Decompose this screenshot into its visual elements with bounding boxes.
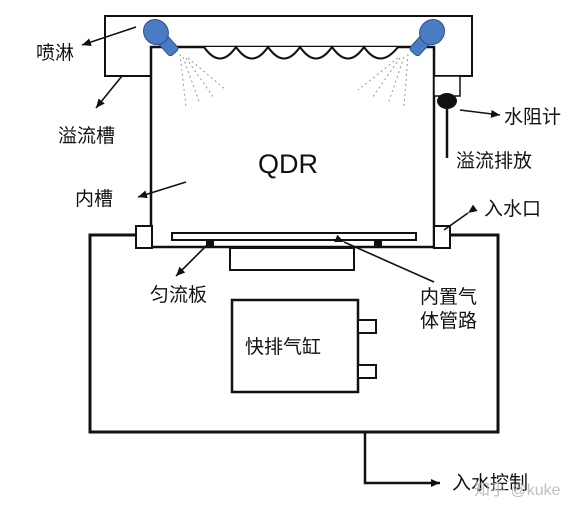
cylinder-port-bottom (357, 364, 377, 379)
inner-tank-body (149, 45, 436, 249)
fast-drain-cylinder-box (230, 298, 360, 394)
label-inlet-control: 入水控制 (452, 472, 529, 494)
spray-lines-right (357, 53, 409, 108)
flow-plate-foot-left (206, 240, 214, 247)
spray-lines-left (179, 53, 227, 108)
flow-plate-foot-right (374, 240, 382, 247)
label-fast-drain-cylinder: 快排气缸 (245, 336, 322, 358)
label-overflow-drain: 溢流排放 (456, 150, 533, 172)
spray-nozzle-left-icon (143, 19, 179, 57)
callout-arrows (81, 26, 501, 283)
label-spray: 喷淋 (36, 42, 75, 64)
left-bracket (135, 225, 153, 249)
label-gas-pipe: 内置气 体管路 (420, 286, 478, 332)
label-water-inlet: 入水口 (484, 198, 542, 220)
watermark: 知乎 @kuke (474, 482, 561, 499)
under-tank-box (229, 247, 355, 271)
meter-knob (437, 93, 457, 109)
right-bracket (433, 225, 451, 249)
label-overflow-trough: 溢流槽 (58, 125, 116, 147)
label-flow-plate: 匀流板 (150, 284, 208, 306)
flow-plate-shape (171, 232, 417, 241)
label-inner-tank: 内槽 (75, 188, 114, 210)
spray-wave-edge (181, 45, 404, 60)
label-resistivity-meter: 水阻计 (504, 106, 562, 128)
qdr-title: QDR (258, 149, 318, 179)
inlet-control-pipe (363, 432, 440, 487)
spray-nozzle-right-icon (409, 19, 445, 57)
cylinder-port-top (357, 319, 377, 334)
